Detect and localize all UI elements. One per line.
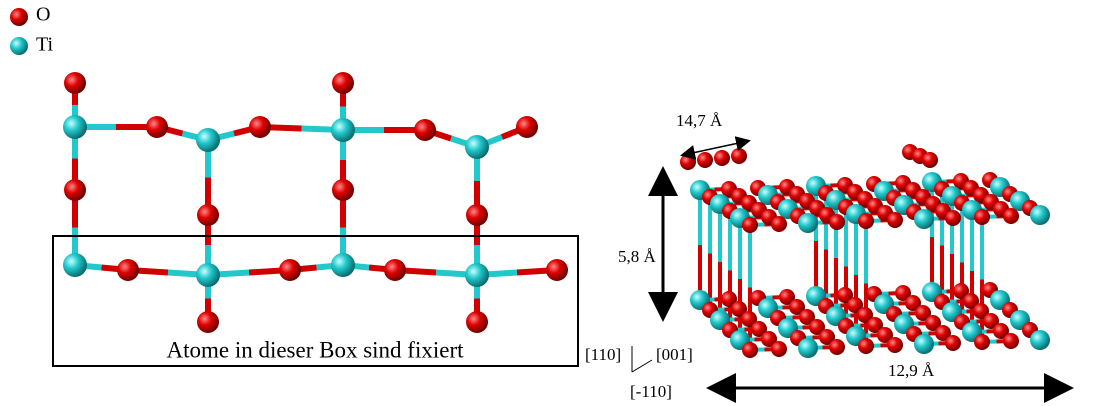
titanium-atom xyxy=(465,135,489,159)
oxygen-atom xyxy=(384,259,406,281)
oxygen-atom xyxy=(64,72,86,94)
figure: O Ti Atome in dieser Box sind fixiert 14… xyxy=(0,0,1099,406)
box-label: Atome in dieser Box sind fixiert xyxy=(166,337,464,362)
oxygen-atom xyxy=(922,152,938,168)
oxygen-atom xyxy=(117,259,139,281)
titanium-atom xyxy=(331,253,355,277)
oxygen-atom xyxy=(714,150,730,166)
oxygen-atom xyxy=(945,335,961,351)
titanium-atom xyxy=(1030,205,1050,225)
titanium-atom xyxy=(798,338,818,358)
oxygen-atom xyxy=(771,341,787,357)
titanium-atom xyxy=(196,263,220,287)
legend-o-icon xyxy=(10,8,28,26)
titanium-atom xyxy=(196,128,220,152)
oxygen-atom xyxy=(146,116,168,138)
width-label: 12,9 Å xyxy=(888,361,935,380)
legend: O Ti xyxy=(10,4,54,56)
oxygen-atom xyxy=(974,209,990,225)
legend-label: Ti xyxy=(36,34,54,56)
oxygen-atom xyxy=(197,311,219,333)
axis-indicator: [110] [001] [-110] xyxy=(585,345,693,401)
axis-label: [001] xyxy=(656,345,693,364)
oxygen-atom xyxy=(1003,333,1019,349)
oxygen-atom xyxy=(466,311,488,333)
oxygen-atom xyxy=(414,119,436,141)
titanium-atom xyxy=(465,263,489,287)
legend-label: O xyxy=(36,4,50,26)
oxygen-atom xyxy=(197,204,219,226)
oxygen-atom xyxy=(858,338,874,354)
oxygen-atom xyxy=(249,116,271,138)
oxygen-atom xyxy=(1003,208,1019,224)
oxygen-atom xyxy=(697,152,713,168)
oxygen-atom xyxy=(516,116,538,138)
oxygen-atom xyxy=(742,217,758,233)
titanium-atom xyxy=(798,213,818,233)
oxygen-atom xyxy=(887,212,903,228)
oxygen-atom xyxy=(332,179,354,201)
oxygen-atom xyxy=(731,148,747,164)
oxygen-atom xyxy=(887,337,903,353)
atoms xyxy=(63,72,1050,358)
oxygen-atom xyxy=(945,210,961,226)
height-label: 5,8 Å xyxy=(618,247,657,266)
oxygen-atom xyxy=(64,179,86,201)
titanium-atom xyxy=(331,118,355,142)
titanium-atom xyxy=(1030,330,1050,350)
titanium-atom xyxy=(63,115,87,139)
legend-ti-icon xyxy=(10,37,28,55)
oxygen-atom xyxy=(829,214,845,230)
oxygen-atom xyxy=(466,204,488,226)
titanium-atom xyxy=(914,334,934,354)
axis-label: [-110] xyxy=(630,382,672,401)
oxygen-atom xyxy=(279,259,301,281)
titanium-atom xyxy=(63,253,87,277)
oxygen-atom xyxy=(332,72,354,94)
oxygen-atom xyxy=(858,213,874,229)
depth-label: 14,7 Å xyxy=(676,111,723,130)
titanium-atom xyxy=(914,209,934,229)
oxygen-atom xyxy=(771,216,787,232)
oxygen-atom xyxy=(829,339,845,355)
axis-label: [110] xyxy=(585,345,621,364)
oxygen-atom xyxy=(546,259,568,281)
oxygen-atom xyxy=(974,334,990,350)
oxygen-atom xyxy=(680,154,696,170)
oxygen-atom xyxy=(742,342,758,358)
